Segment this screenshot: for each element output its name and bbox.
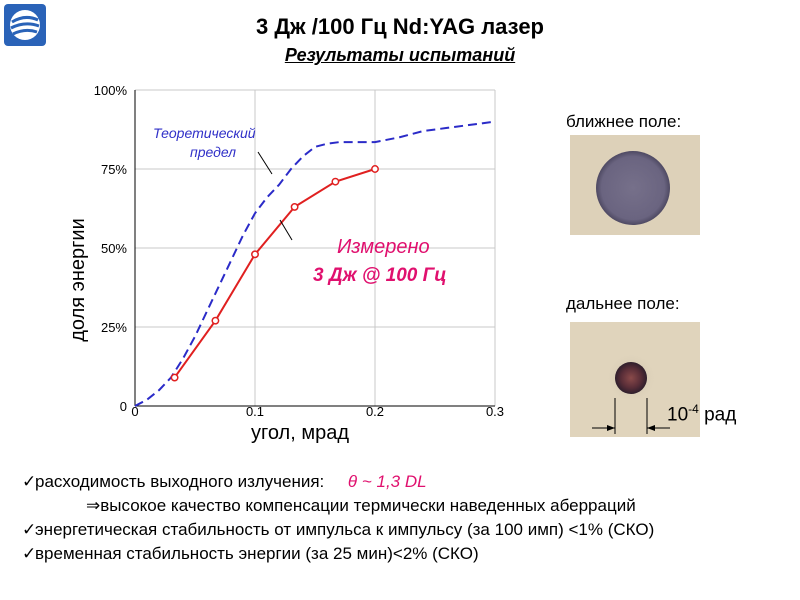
chart-labels: угол, мрад доля энергии Теоретический пр… <box>67 125 447 444</box>
y-tick-label: 0 <box>120 399 127 414</box>
x-tick-label: 0 <box>131 404 138 419</box>
far-field-image <box>570 322 700 437</box>
page-subtitle: Результаты испытаний <box>284 45 516 65</box>
divergence-base: 10 <box>667 404 689 426</box>
bullet-divergence: ✓расходимость выходного излучения: θ ~ 1… <box>22 472 427 492</box>
x-tick-label: 0.2 <box>366 404 384 419</box>
x-tick-label: 0.1 <box>246 404 264 419</box>
measured-data-point <box>211 316 220 325</box>
divergence-value: θ ~ 1,3 DL <box>347 472 427 491</box>
far-field-spot <box>592 352 670 434</box>
y-tick-label: 75% <box>101 162 127 177</box>
bullet-compensation: ⇒высокое качество компенсации термически… <box>86 496 636 516</box>
measured-data-point <box>371 165 379 173</box>
theory-annotation-line1: Теоретический <box>153 125 256 141</box>
measured-data-point <box>331 177 340 186</box>
bullet-energy-stability-text: энергетическая стабильность от импульса … <box>35 520 655 539</box>
y-tick-label: 50% <box>101 241 127 256</box>
theory-annotation-line2: предел <box>190 144 236 160</box>
bullet-compensation-text: высокое качество компенсации термически … <box>100 496 636 515</box>
theory-annotation-leader <box>257 151 273 175</box>
implies-arrow-icon: ⇒ <box>86 496 101 515</box>
divergence-scale-label: 10-4 рад <box>667 402 736 426</box>
chart-series <box>134 120 496 407</box>
chart-grid <box>135 89 496 406</box>
bullet-temporal-stability-text: временная стабильность энергии (за 25 ми… <box>35 544 479 563</box>
measured-series-line <box>173 168 376 379</box>
x-tick-label: 0.3 <box>486 404 504 419</box>
bullet-divergence-text: расходимость выходного излучения: <box>35 472 325 491</box>
measured-data-point <box>290 202 299 211</box>
y-axis-label: доля энергии <box>67 218 89 342</box>
near-field-image <box>570 135 700 235</box>
far-field-label: дальнее поле: <box>566 294 680 313</box>
measured-data-point <box>170 373 179 382</box>
y-tick-label: 25% <box>101 320 127 335</box>
check-icon: ✓ <box>22 520 37 539</box>
chart-ticks: 0 0.1 0.2 0.3 0 25% 50% 75% 100% <box>94 83 504 419</box>
y-tick-label: 100% <box>94 83 128 98</box>
measured-annotation-line1: Измерено <box>337 236 430 258</box>
measured-annotation-leader <box>279 219 293 241</box>
divergence-exponent: -4 <box>688 402 699 416</box>
measured-annotation-line2: 3 Дж @ 100 Гц <box>313 265 447 286</box>
divergence-unit: рад <box>704 404 737 426</box>
theory-series-line <box>134 120 496 407</box>
chart-axes <box>134 90 495 407</box>
bullet-energy-stability: ✓энергетическая стабильность от импульса… <box>22 520 654 540</box>
check-icon: ✓ <box>22 472 37 491</box>
near-field-label: ближнее поле: <box>566 112 682 131</box>
check-icon: ✓ <box>22 544 37 563</box>
company-logo <box>4 4 46 46</box>
bullet-temporal-stability: ✓временная стабильность энергии (за 25 м… <box>22 544 479 564</box>
energy-fraction-chart: 0 0.1 0.2 0.3 0 25% 50% 75% 100% угол, мрад доля… <box>67 83 504 444</box>
page-title: 3 Дж /100 Гц Nd:YAG лазер <box>256 14 544 39</box>
x-axis-label: угол, мрад <box>251 422 349 444</box>
measured-data-point <box>251 250 259 259</box>
near-field-spot <box>596 151 670 225</box>
